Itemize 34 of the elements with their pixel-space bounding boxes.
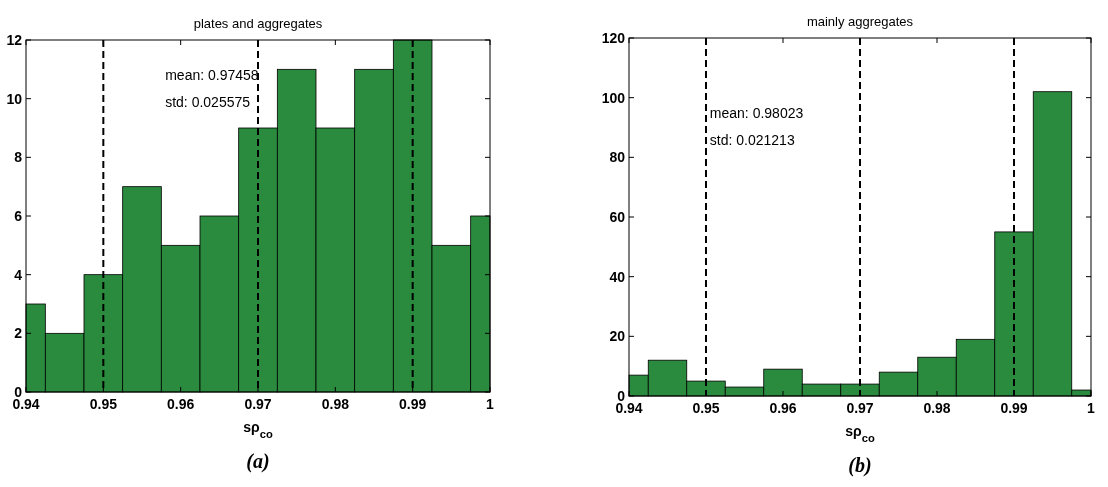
y-tick-label: 40 — [609, 268, 626, 285]
y-tick-label: 12 — [6, 31, 23, 48]
text: (a) — [246, 450, 270, 473]
annotation: std: 0.025575 — [165, 94, 251, 111]
x-tick-label: 0.97 — [244, 396, 272, 412]
y-tick-label: 100 — [601, 89, 626, 106]
y-tick-label: 8 — [14, 149, 23, 166]
x-tick-label: 0.98 — [321, 396, 350, 412]
y-tick-label: 2 — [14, 325, 23, 342]
x-tick-label: 0.99 — [399, 396, 427, 412]
x-tick-label: 0.99 — [1000, 400, 1028, 416]
x-tick-label: 1 — [486, 396, 495, 412]
y-tick-label: 20 — [609, 328, 626, 345]
y-tick-label: 4 — [14, 266, 23, 283]
x-tick-label: 0.96 — [769, 400, 797, 416]
y-tick-label: 60 — [609, 208, 626, 225]
chart-title: mainly aggregates — [806, 14, 914, 29]
annotation: mean: 0.98023 — [709, 105, 804, 122]
x-tick-label: 0.95 — [692, 400, 720, 416]
chart-title: plates and aggregates — [193, 16, 323, 31]
x-tick-label: 0.98 — [923, 400, 951, 416]
y-tick-label: 120 — [601, 29, 626, 46]
y-tick-label: 10 — [6, 90, 23, 107]
annotation: mean: 0.97458 — [165, 67, 259, 84]
y-tick-label: 6 — [14, 207, 23, 224]
x-axis-title: sρ$_{co}$ — [243, 419, 273, 440]
x-tick-label: 0.97 — [846, 400, 874, 416]
y-tick-label: 80 — [609, 149, 626, 166]
x-tick-label: 0.95 — [89, 396, 118, 412]
x-tick-label: 0.96 — [167, 396, 195, 412]
x-axis-title: sρ$_{co}$ — [845, 423, 875, 444]
text: (b) — [848, 454, 872, 477]
x-tick-label: 1 — [1087, 400, 1096, 416]
annotation: std: 0.021213 — [709, 132, 795, 149]
